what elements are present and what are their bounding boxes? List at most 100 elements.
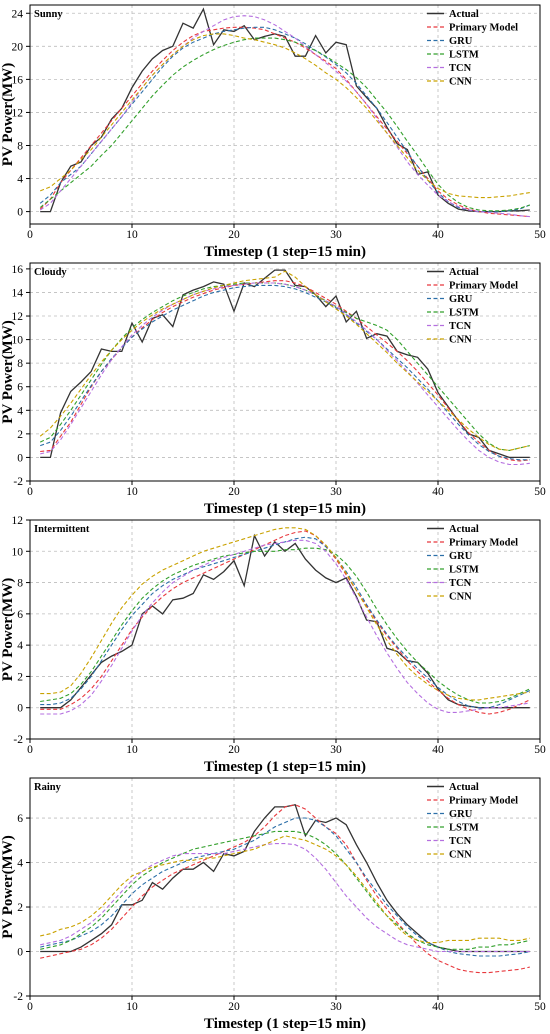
y-tick-label: 12 — [12, 311, 24, 323]
x-axis-label: Timestep (1 step=15 min) — [204, 501, 366, 517]
panel-title: Intermittent — [34, 524, 90, 535]
y-tick-label: 4 — [17, 405, 23, 417]
series-line-tcn — [40, 282, 530, 466]
y-tick-label: 10 — [12, 335, 24, 347]
y-tick-label: 8 — [17, 140, 23, 152]
series-line-lstm — [40, 547, 531, 704]
legend-label: TCN — [449, 836, 472, 847]
legend-label: LSTM — [449, 50, 479, 61]
x-tick-label: 40 — [432, 744, 444, 756]
legend-label: Primary Model — [449, 796, 518, 807]
y-tick-label: 8 — [17, 358, 23, 370]
series-line-primary-model — [40, 530, 531, 715]
plot-frame — [29, 777, 541, 997]
y-tick-label: 0 — [17, 703, 23, 715]
legend: Actual Primary Model GRU LSTM TCN CNN — [427, 9, 518, 88]
panel-title: Sunny — [34, 9, 63, 20]
y-tick-label: 2 — [17, 902, 23, 914]
y-tick-label: 20 — [12, 41, 24, 53]
x-tick-label: 0 — [27, 744, 33, 756]
x-tick-label: 50 — [534, 486, 546, 498]
legend-label: CNN — [449, 77, 472, 88]
x-tick-label: 10 — [126, 229, 138, 241]
x-tick-label: 40 — [432, 229, 444, 241]
y-axis-label: PV Power(MW) — [0, 320, 16, 423]
legend-label: LSTM — [449, 565, 479, 576]
legend-label: Primary Model — [449, 281, 518, 292]
x-tick-label: 50 — [534, 744, 546, 756]
x-tick-label: 20 — [228, 486, 240, 498]
series-line-tcn — [40, 843, 530, 953]
plot-frame — [29, 4, 541, 225]
y-tick-label: 6 — [17, 382, 23, 394]
legend-label: CNN — [449, 335, 472, 346]
series-line-actual — [40, 533, 530, 709]
series-line-cnn — [40, 527, 530, 701]
x-tick-label: 50 — [534, 229, 546, 241]
legend-label: GRU — [449, 36, 473, 47]
y-axis-label: PV Power(MW) — [0, 578, 16, 681]
x-tick-label: 30 — [330, 744, 342, 756]
plot-frame — [29, 262, 541, 482]
x-axis-label: Timestep (1 step=15 min) — [204, 244, 366, 260]
x-tick-label: 20 — [228, 744, 240, 756]
series-line-tcn — [40, 539, 530, 715]
x-tick-label: 0 — [27, 229, 33, 241]
y-tick-label: 14 — [12, 287, 24, 299]
x-tick-label: 50 — [534, 1001, 546, 1013]
y-tick-label: 6 — [17, 813, 23, 825]
x-tick-label: 10 — [126, 486, 138, 498]
y-tick-label: 0 — [17, 947, 23, 959]
x-axis-label: Timestep (1 step=15 min) — [204, 759, 366, 775]
series-line-primary-model — [40, 804, 530, 974]
legend: Actual Primary Model GRU LSTM TCN CNN — [427, 524, 518, 603]
legend-label: GRU — [449, 551, 473, 562]
chart-panel-1: 0 10 20 30 40 50 0 4 8 12 16 20 24 Timestep (1 step=1… — [0, 4, 546, 260]
x-tick-label: 0 — [27, 1001, 33, 1013]
y-tick-label: -2 — [13, 476, 23, 488]
panel-title: Rainy — [34, 782, 62, 793]
legend-label: Primary Model — [449, 23, 518, 34]
x-tick-label: 30 — [330, 229, 342, 241]
y-tick-label: 4 — [17, 858, 23, 870]
y-tick-label: -2 — [13, 734, 23, 746]
legend-label: LSTM — [449, 308, 479, 319]
series-line-tcn — [39, 15, 530, 218]
y-axis-label: PV Power(MW) — [0, 63, 16, 166]
legend-label: Primary Model — [449, 538, 518, 549]
plot-frame — [29, 519, 541, 740]
x-tick-label: 10 — [126, 1001, 138, 1013]
x-tick-label: 0 — [27, 486, 33, 498]
y-tick-label: 2 — [17, 671, 23, 683]
y-tick-label: 0 — [17, 452, 23, 464]
series-line-lstm — [40, 830, 530, 950]
legend-label: Actual — [449, 782, 479, 793]
legend: Actual Primary Model GRU LSTM TCN CNN — [427, 782, 518, 861]
y-tick-label: 24 — [12, 8, 24, 20]
y-tick-label: 6 — [17, 609, 23, 621]
x-tick-label: 30 — [330, 486, 342, 498]
y-tick-label: 4 — [17, 174, 23, 186]
series-line-primary-model — [39, 26, 530, 218]
series-line-cnn — [39, 270, 530, 451]
y-tick-label: 8 — [17, 578, 23, 590]
y-axis-label: PV Power(MW) — [0, 835, 16, 938]
y-tick-label: 4 — [17, 640, 23, 652]
y-tick-label: 10 — [12, 546, 24, 558]
legend-label: Actual — [449, 267, 479, 278]
series-line-actual — [40, 7, 530, 213]
legend-label: CNN — [449, 592, 472, 603]
legend-label: CNN — [449, 850, 472, 861]
x-tick-label: 30 — [330, 1001, 342, 1013]
y-tick-label: 2 — [17, 429, 23, 441]
chart-panel-3: 0 10 20 30 40 50 -2 0 2 4 6 8 10 12 Timestep (1 step=1… — [0, 515, 546, 775]
chart-panel-4: 0 10 20 30 40 50 -2 0 2 4 6 Timestep (1 step=15 min… — [0, 777, 546, 1032]
legend-label: GRU — [449, 809, 473, 820]
x-tick-label: 10 — [126, 744, 138, 756]
x-axis-label: Timestep (1 step=15 min) — [204, 1016, 366, 1032]
legend-label: Actual — [449, 9, 479, 20]
legend-label: LSTM — [449, 823, 479, 834]
x-tick-label: 20 — [228, 229, 240, 241]
y-tick-label: 16 — [12, 74, 24, 86]
